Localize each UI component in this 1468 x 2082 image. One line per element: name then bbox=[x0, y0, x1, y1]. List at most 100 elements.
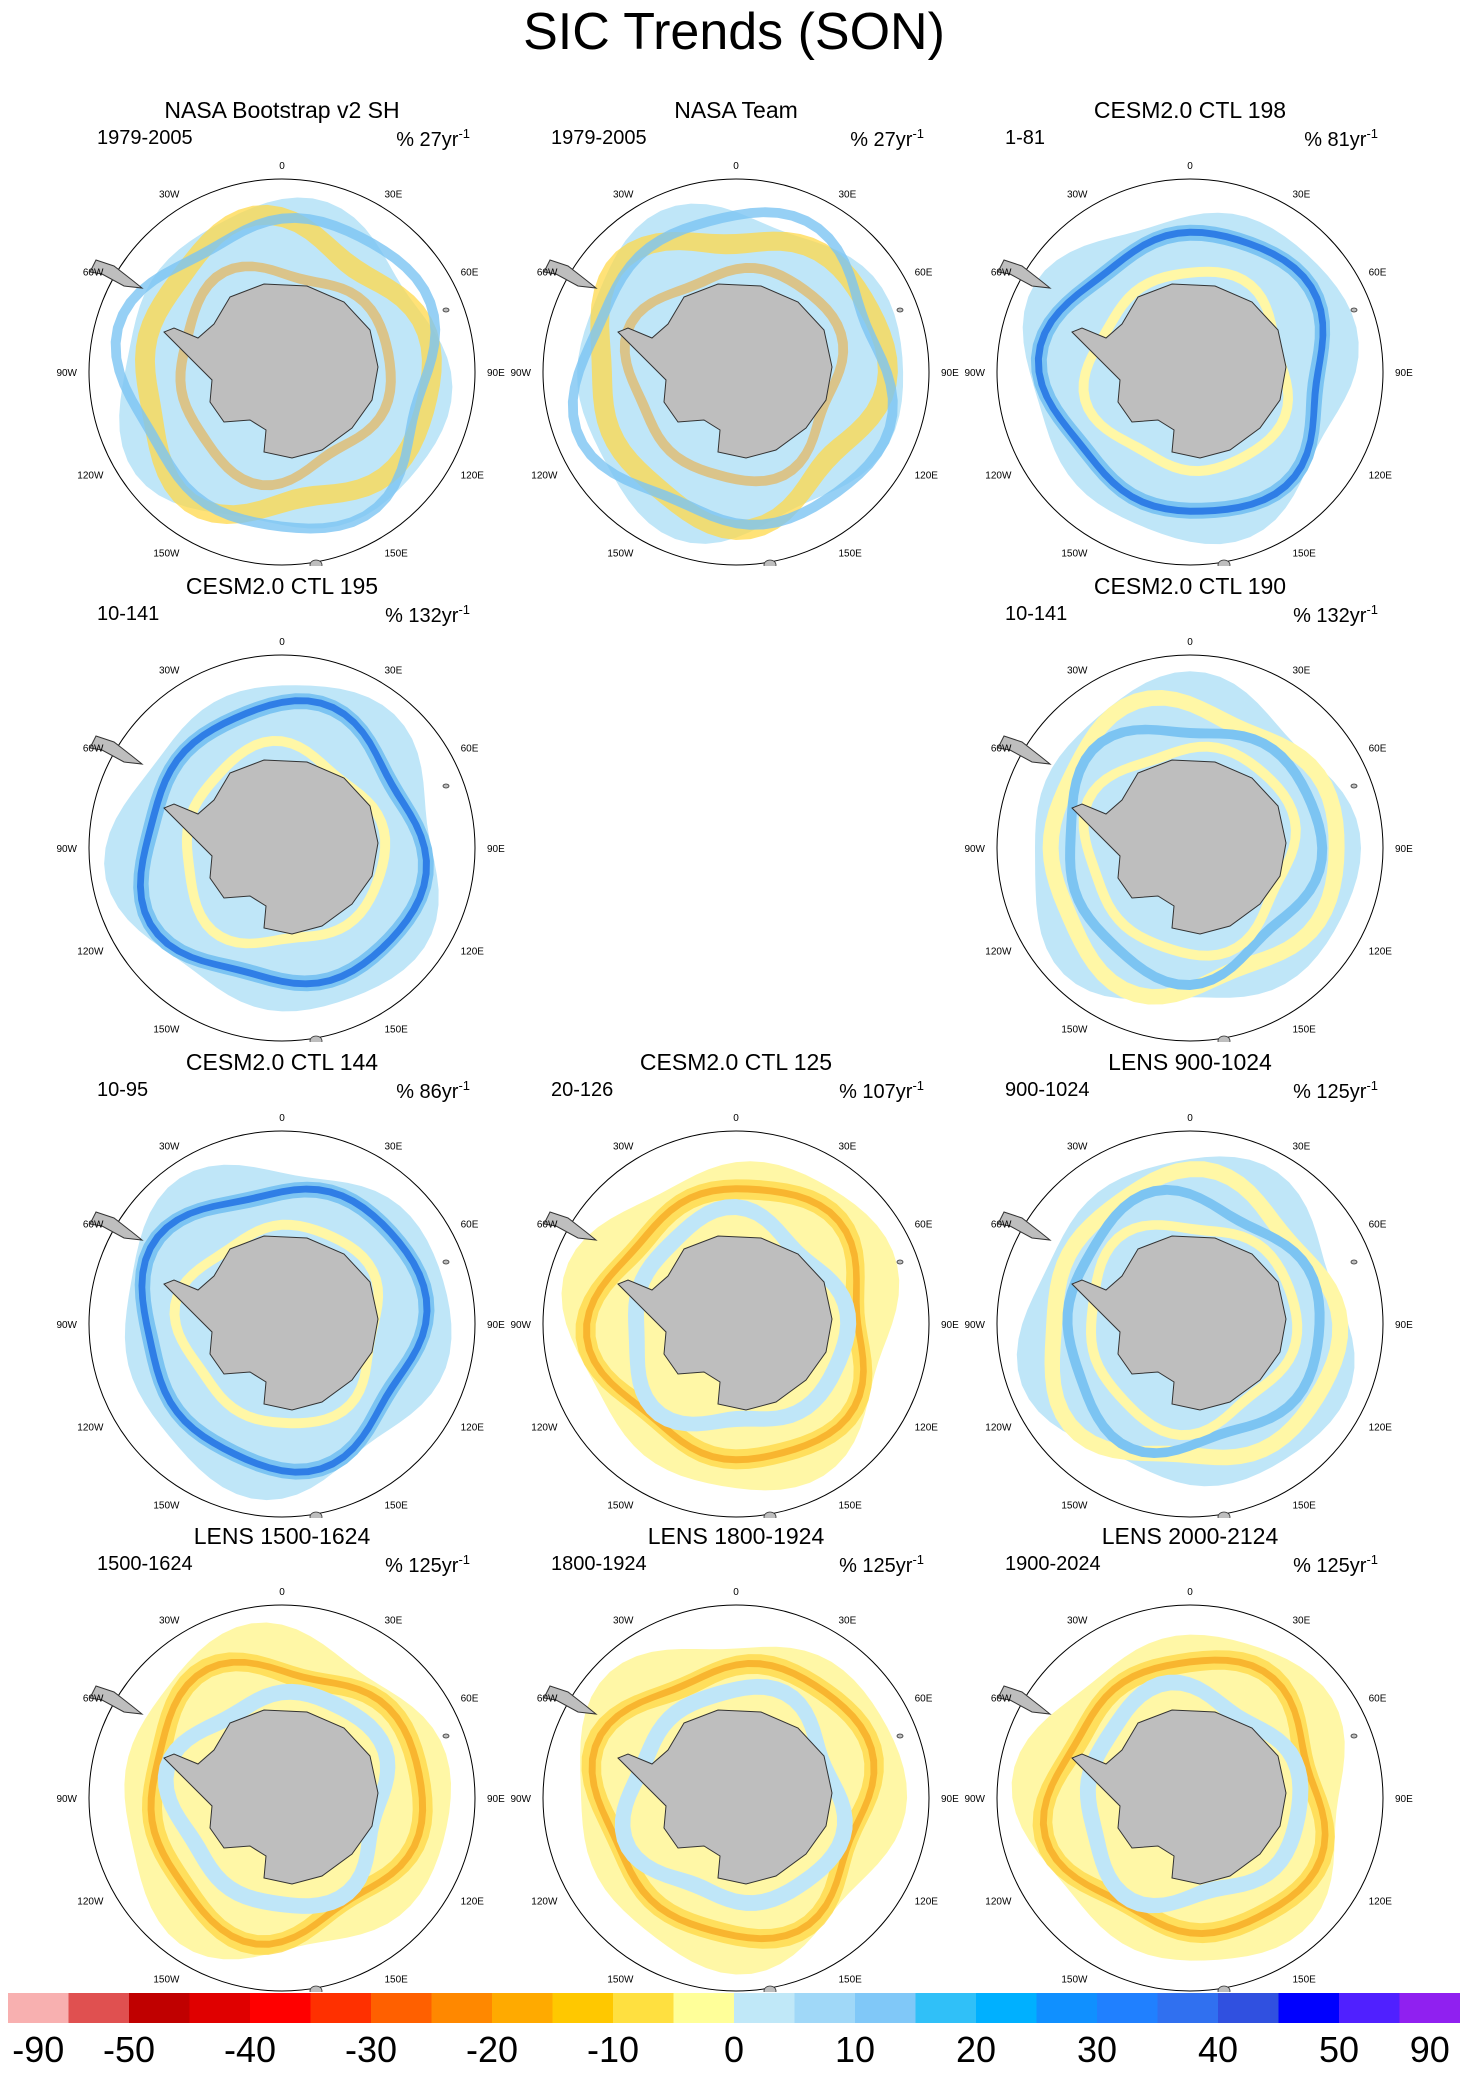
longitude-label: 30W bbox=[613, 1141, 634, 1152]
longitude-label: 0 bbox=[733, 1113, 739, 1124]
longitude-label: 60E bbox=[461, 1694, 479, 1705]
longitude-label: 60W bbox=[537, 1220, 558, 1231]
longitude-label: 120E bbox=[915, 1423, 939, 1434]
longitude-label: 150W bbox=[607, 549, 634, 560]
longitude-label: 60W bbox=[83, 1694, 104, 1705]
longitude-label: 0 bbox=[733, 1587, 739, 1598]
new-zealand-island bbox=[309, 1511, 323, 1518]
map-content bbox=[997, 1634, 1358, 1992]
longitude-label: 60W bbox=[83, 1220, 104, 1231]
new-zealand-island bbox=[763, 1511, 777, 1518]
longitude-label: 30W bbox=[159, 665, 180, 676]
colorbar bbox=[8, 1993, 1460, 2023]
longitude-label: 30W bbox=[1067, 189, 1088, 200]
longitude-label: 30E bbox=[1293, 1141, 1311, 1152]
kerguelen-island bbox=[896, 307, 904, 313]
longitude-label: 90W bbox=[964, 844, 985, 855]
panel-trend-unit: % 107yr-1 bbox=[839, 1078, 924, 1103]
map-panel: NASA Team 1979-2005 % 27yr-1 0 30E 60E 90E 120E… bbox=[508, 96, 964, 566]
longitude-label: 150W bbox=[1061, 1025, 1088, 1036]
new-zealand-island bbox=[763, 559, 777, 566]
south-america-landmass bbox=[997, 735, 1052, 765]
colorbar-segment bbox=[794, 1993, 856, 2023]
colorbar-tick-label: 20 bbox=[955, 2029, 997, 2070]
panel-title: CESM2.0 CTL 195 bbox=[185, 573, 379, 599]
longitude-label: 120E bbox=[1369, 1897, 1393, 1908]
map-content bbox=[997, 1156, 1358, 1518]
polar-map: 030E60E90E120E150E180150W120W90W60W30W bbox=[56, 161, 505, 566]
panel-title: CESM2.0 CTL 190 bbox=[1093, 573, 1287, 599]
panel-trend-unit: % 81yr-1 bbox=[1304, 126, 1378, 151]
panel-title: LENS 1800-1924 bbox=[647, 1523, 825, 1549]
longitude-label: 90E bbox=[487, 1794, 505, 1805]
longitude-label: 0 bbox=[1187, 637, 1193, 648]
panel-title: LENS 1500-1624 bbox=[193, 1523, 371, 1549]
panel-title: CESM2.0 CTL 144 bbox=[185, 1049, 379, 1075]
longitude-label: 30E bbox=[385, 1615, 403, 1626]
map-content bbox=[997, 212, 1359, 566]
longitude-label: 120E bbox=[1369, 471, 1393, 482]
longitude-label: 90E bbox=[487, 1320, 505, 1331]
longitude-label: 90E bbox=[1395, 1320, 1413, 1331]
colorbar-segment bbox=[371, 1993, 432, 2023]
south-america-landmass bbox=[997, 1211, 1052, 1241]
polar-map: 030E60E90E120E150E180150W120W90W60W30W bbox=[56, 1113, 505, 1518]
colorbar-segment bbox=[189, 1993, 251, 2023]
longitude-label: 90E bbox=[1395, 844, 1413, 855]
polar-map: 030E60E90E120E150E180150W120W90W60W30W bbox=[964, 637, 1413, 1042]
longitude-label: 120W bbox=[77, 1897, 104, 1908]
kerguelen-island bbox=[442, 307, 450, 313]
kerguelen-island bbox=[442, 1733, 450, 1739]
longitude-label: 150E bbox=[839, 549, 863, 560]
longitude-label: 120W bbox=[531, 1897, 558, 1908]
longitude-label: 60W bbox=[991, 1220, 1012, 1231]
colorbar-segment bbox=[673, 1993, 735, 2023]
longitude-label: 150E bbox=[385, 1975, 409, 1986]
map-content bbox=[543, 1161, 904, 1518]
colorbar-tick-label: 40 bbox=[1197, 2029, 1239, 2070]
panel-trend-unit: % 132yr-1 bbox=[385, 602, 470, 627]
longitude-label: 120E bbox=[1369, 947, 1393, 958]
colorbar-tick-label: -10 bbox=[586, 2029, 640, 2070]
longitude-label: 30E bbox=[839, 1615, 857, 1626]
antarctica-landmass bbox=[1071, 759, 1287, 935]
longitude-label: 60W bbox=[537, 268, 558, 279]
longitude-label: 0 bbox=[733, 161, 739, 172]
panel-trend-unit: % 125yr-1 bbox=[1293, 1552, 1378, 1577]
antarctica-landmass bbox=[617, 283, 833, 459]
longitude-label: 30E bbox=[385, 189, 403, 200]
longitude-label: 60E bbox=[915, 1220, 933, 1231]
longitude-label: 90W bbox=[56, 368, 77, 379]
panel-period: 10-141 bbox=[1005, 603, 1068, 625]
map-panel: CESM2.0 CTL 125 20-126 % 107yr-1 0 30E 60E 90E… bbox=[508, 1048, 964, 1518]
kerguelen-island bbox=[896, 1733, 904, 1739]
colorbar-segment bbox=[552, 1993, 614, 2023]
longitude-label: 0 bbox=[279, 1113, 285, 1124]
longitude-label: 90E bbox=[1395, 1794, 1413, 1805]
colorbar-segment bbox=[68, 1993, 130, 2023]
antarctica-landmass bbox=[617, 1235, 833, 1411]
panel-period: 1979-2005 bbox=[551, 127, 647, 149]
map-panel: CESM2.0 CTL 195 10-141 % 132yr-1 0 30E 60E 90E… bbox=[54, 572, 510, 1042]
longitude-label: 0 bbox=[279, 161, 285, 172]
longitude-label: 60W bbox=[991, 268, 1012, 279]
south-america-landmass bbox=[543, 1211, 598, 1241]
longitude-label: 60E bbox=[461, 268, 479, 279]
longitude-label: 120W bbox=[985, 471, 1012, 482]
colorbar-segment bbox=[1157, 1993, 1219, 2023]
longitude-label: 90W bbox=[964, 1794, 985, 1805]
longitude-label: 30E bbox=[1293, 665, 1311, 676]
south-america-landmass bbox=[89, 259, 144, 289]
colorbar-tick-label: -40 bbox=[223, 2029, 277, 2070]
longitude-label: 90W bbox=[964, 368, 985, 379]
colorbar-segment bbox=[613, 1993, 674, 2023]
colorbar-tick-label: -30 bbox=[344, 2029, 398, 2070]
panel-period: 20-126 bbox=[551, 1079, 614, 1101]
longitude-label: 30W bbox=[1067, 1141, 1088, 1152]
kerguelen-island bbox=[896, 1259, 904, 1265]
panel-period: 1500-1624 bbox=[97, 1553, 193, 1575]
longitude-label: 150E bbox=[385, 1025, 409, 1036]
longitude-label: 90W bbox=[964, 1320, 985, 1331]
map-panel: CESM2.0 CTL 190 10-141 % 132yr-1 0 30E 60E 90E… bbox=[962, 572, 1418, 1042]
longitude-label: 120W bbox=[985, 1897, 1012, 1908]
